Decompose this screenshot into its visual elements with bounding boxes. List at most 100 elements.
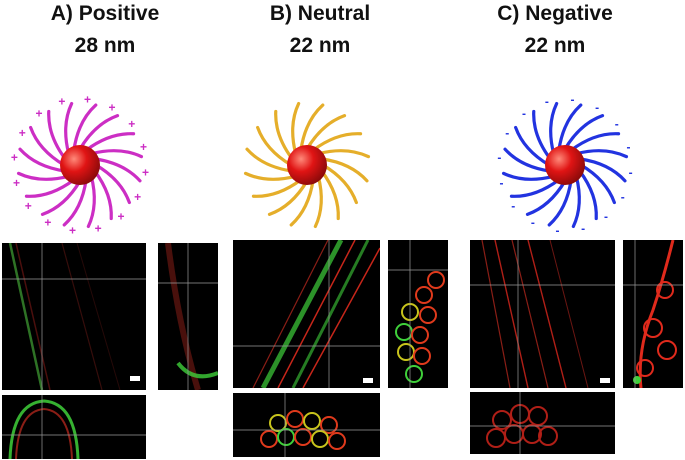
charge-symbol: + — [58, 95, 65, 109]
ligand-chain — [94, 163, 131, 205]
ligand-chain — [18, 147, 67, 173]
neutral-nanoparticle-illustration — [243, 101, 371, 229]
ligand-chain — [243, 171, 298, 181]
panel-b-charge-label: B) Neutral — [269, 2, 371, 25]
ligand-chain — [299, 103, 325, 152]
panel-a-size-label: 28 nm — [74, 34, 136, 57]
ligand-chain — [320, 157, 369, 183]
ligand-chain — [84, 132, 136, 152]
ligand-chain — [289, 178, 315, 227]
ligand-chain — [16, 171, 71, 181]
ligand-chain — [251, 178, 303, 198]
panel-c-side-micrograph — [623, 240, 683, 388]
ligand-chain — [532, 109, 552, 161]
panel-b-title: B) Neutral 22 nm — [220, 0, 420, 62]
positive-nanoparticle-illustration: ++++++++++++++ ++ — [11, 92, 149, 238]
charge-symbol: + — [19, 126, 26, 140]
ligand-chain — [47, 109, 67, 161]
ligand-chain — [525, 179, 567, 216]
nanoparticle-core — [60, 145, 100, 185]
scale-bar — [363, 378, 373, 383]
ligand-chain — [72, 103, 98, 152]
ligand-chain — [311, 132, 363, 152]
nanoparticle-core — [287, 145, 327, 185]
ligand-chain — [321, 163, 358, 205]
charge-symbol: - — [615, 117, 619, 131]
ligand-chain — [93, 157, 142, 183]
ligand-chain — [274, 109, 294, 161]
charge-symbol: + — [134, 190, 141, 204]
charge-symbol: - — [626, 140, 630, 154]
charge-symbol: + — [69, 224, 76, 238]
charge-symbol: + — [140, 140, 147, 154]
ligand-chain — [501, 171, 556, 181]
ligand-chain — [29, 125, 66, 167]
charge-symbol: + — [109, 100, 116, 114]
charge-symbol: - — [545, 95, 549, 109]
panel-c-title: C) Negative 22 nm — [455, 0, 655, 62]
ligand-chain — [291, 101, 301, 156]
charge-symbol: - — [555, 224, 559, 238]
scale-bar — [130, 376, 140, 381]
ligand-chain — [86, 174, 96, 229]
charge-symbol: - — [571, 92, 575, 106]
ligand-chain — [305, 114, 347, 151]
ligand-chain — [316, 149, 371, 159]
charge-symbol: - — [531, 216, 535, 230]
scale-bar — [600, 378, 610, 383]
panel-b-side-micrograph — [388, 240, 448, 388]
charge-symbol: - — [581, 221, 585, 235]
charge-symbol: - — [511, 199, 515, 213]
ligand-chain — [579, 163, 616, 205]
panel-b-longitudinal-micrograph — [233, 240, 380, 388]
charge-symbol: - — [621, 190, 625, 204]
ligand-chain — [320, 169, 340, 221]
panel-c-cross-section-micrograph — [470, 392, 615, 454]
charge-symbol: + — [13, 176, 20, 190]
ligand-chain — [563, 114, 605, 151]
panel-a-charge-label: A) Positive — [50, 2, 160, 25]
charge-symbol: + — [142, 166, 149, 180]
panel-a-title: A) Positive 28 nm — [5, 0, 205, 62]
panel-b-size-label: 22 nm — [289, 34, 351, 57]
ligand-chain — [571, 174, 581, 229]
panel-a-longitudinal-micrograph — [2, 243, 146, 390]
charge-symbol: + — [35, 106, 42, 120]
charge-symbol: + — [128, 117, 135, 131]
charge-symbol: - — [604, 210, 608, 224]
ligand-chain — [64, 101, 74, 156]
nanoparticle-core — [545, 145, 585, 185]
ligand-chain — [78, 114, 120, 151]
panel-c-charge-label: C) Negative — [497, 2, 613, 25]
ligand-chain — [62, 178, 88, 227]
ligand-chain — [514, 125, 551, 167]
charge-symbol: - — [629, 166, 633, 180]
panel-c-longitudinal-micrograph — [470, 240, 615, 388]
charge-symbol: + — [25, 199, 32, 213]
charge-symbol: + — [118, 210, 125, 224]
charge-symbol: - — [505, 126, 509, 140]
panel-c-size-label: 22 nm — [524, 34, 586, 57]
ligand-chain — [578, 157, 627, 183]
ligand-chain — [509, 178, 561, 198]
ligand-chain — [24, 178, 76, 198]
charge-symbol: - — [595, 100, 599, 114]
charge-symbol: - — [522, 106, 526, 120]
charge-symbol: + — [44, 216, 51, 230]
ligand-chain — [578, 169, 598, 221]
charge-symbol: - — [500, 176, 504, 190]
ligand-chain — [569, 132, 621, 152]
charge-symbol: + — [95, 221, 102, 235]
panel-b-cross-section-micrograph — [233, 393, 380, 457]
charge-symbol: + — [84, 92, 91, 106]
ligand-chain — [256, 125, 293, 167]
charge-symbol: + — [11, 150, 18, 164]
ligand-chain — [503, 147, 552, 173]
ligand-chain — [245, 147, 294, 173]
ligand-chain — [547, 178, 573, 227]
ligand-chain — [267, 179, 309, 216]
ligand-chain — [93, 169, 113, 221]
panel-a-cross-section-micrograph — [2, 395, 146, 459]
ligand-chain — [549, 101, 559, 156]
panel-a-side-micrograph — [158, 243, 218, 390]
